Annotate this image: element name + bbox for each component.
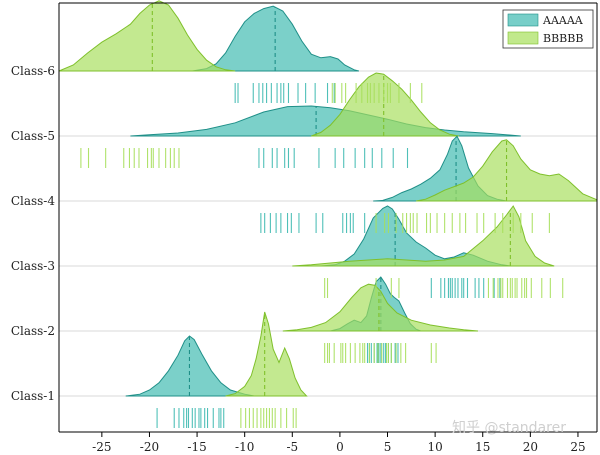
legend-label-aaaaa: AAAAA: [542, 14, 584, 27]
x-tick-label--20: -20: [140, 440, 159, 454]
category-label-class-2: Class-2: [11, 324, 55, 338]
category-label-class-4: Class-4: [11, 194, 56, 208]
ridge-bbbbb-class-1: [225, 311, 308, 397]
x-tick-label--15: -15: [187, 440, 206, 454]
watermark: 知乎 @standarer: [452, 419, 566, 436]
category-label-class-6: Class-6: [11, 64, 55, 78]
ridge-bbbbb-class-6: [58, 0, 236, 72]
x-tick-label--5: -5: [286, 440, 298, 454]
category-label-class-5: Class-5: [11, 129, 55, 143]
legend: AAAAA BBBBB: [502, 9, 594, 49]
x-tick-label--10: -10: [235, 440, 254, 454]
category-label-group: Class-1 Class-2 Class-3 Class-4 Class-5 Class…: [11, 64, 56, 403]
x-tick-label-20: 20: [523, 440, 538, 454]
x-tick-label-10: 10: [427, 440, 442, 454]
x-tick-group: -25 -20 -15 -10 -5 0 5 10 15 20 25: [92, 432, 586, 454]
ridge-bbbbb-class-2: [282, 283, 479, 332]
x-tick-label--25: -25: [92, 440, 111, 454]
category-label-class-1: Class-1: [11, 389, 55, 403]
legend-label-bbbbb: BBBBB: [543, 32, 583, 45]
x-tick-label-5: 5: [384, 440, 392, 454]
category-label-class-3: Class-3: [11, 259, 55, 273]
ridge-aaaaa-class-6: [192, 5, 360, 72]
ridge-bbbbb-class-3: [292, 205, 555, 267]
legend-swatch-aaaaa: [507, 13, 539, 27]
rug-group: [80, 83, 564, 428]
ridge-bbbbb-class-5: [311, 72, 459, 137]
x-tick-label-25: 25: [570, 440, 585, 454]
x-tick-label-15: 15: [475, 440, 490, 454]
ridge-group: [58, 0, 598, 397]
legend-swatch-bbbbb: [507, 31, 539, 45]
axes-group: [58, 2, 598, 433]
x-tick-label-0: 0: [336, 440, 344, 454]
